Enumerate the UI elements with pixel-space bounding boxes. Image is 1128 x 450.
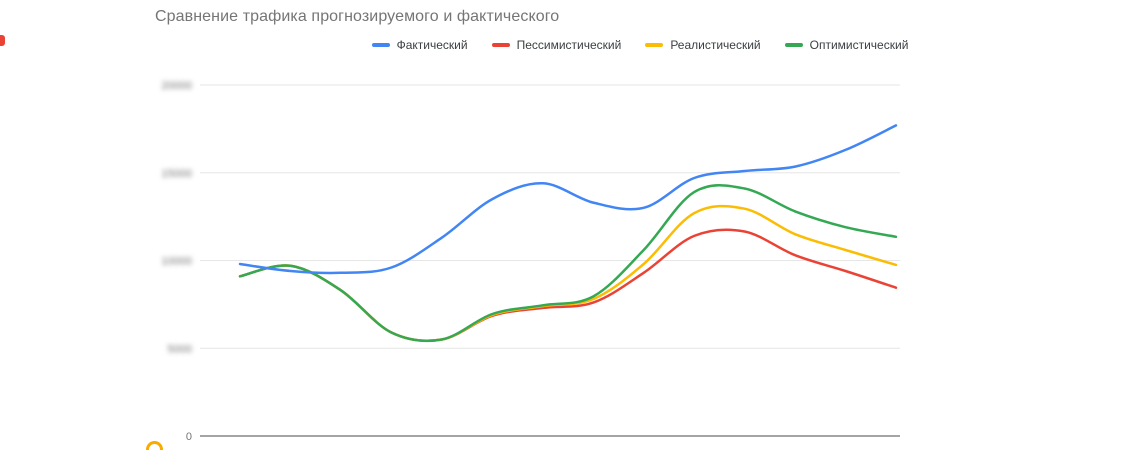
cropped-red-fragment-icon	[0, 35, 5, 46]
series-line-0	[238, 124, 898, 275]
series-line-3	[238, 183, 898, 343]
legend-item-pessimistic: Пессимистический	[491, 38, 622, 52]
legend-label-pessimistic: Пессимистический	[516, 38, 622, 52]
legend-label-realistic: Реалистический	[670, 38, 761, 52]
y-axis-tick-label: 5000	[168, 343, 192, 355]
legend-marker-actual-icon	[371, 43, 390, 47]
legend-label-actual: Фактический	[396, 38, 468, 52]
legend-marker-pessimistic-icon	[491, 43, 510, 47]
legend-marker-optimistic-icon	[784, 43, 803, 47]
y-axis-tick-label: 20000	[161, 80, 192, 92]
series-line-1	[238, 228, 898, 342]
cropped-circle-fragment-icon	[146, 441, 163, 450]
legend-item-optimistic: Оптимистический	[784, 38, 909, 52]
legend-marker-realistic-icon	[645, 43, 664, 47]
y-axis-tick-label: 0	[186, 431, 192, 443]
legend-item-realistic: Реалистический	[645, 38, 761, 52]
legend-item-actual: Фактический	[371, 38, 468, 52]
legend-label-optimistic: Оптимистический	[809, 38, 909, 52]
chart-title: Сравнение трафика прогнозируемого и факт…	[155, 8, 560, 25]
chart-legend: Фактический Пессимистический Реалистичес…	[280, 38, 1000, 52]
y-axis-tick-label: 15000	[161, 168, 192, 180]
y-axis-tick-label: 10000	[161, 256, 192, 268]
